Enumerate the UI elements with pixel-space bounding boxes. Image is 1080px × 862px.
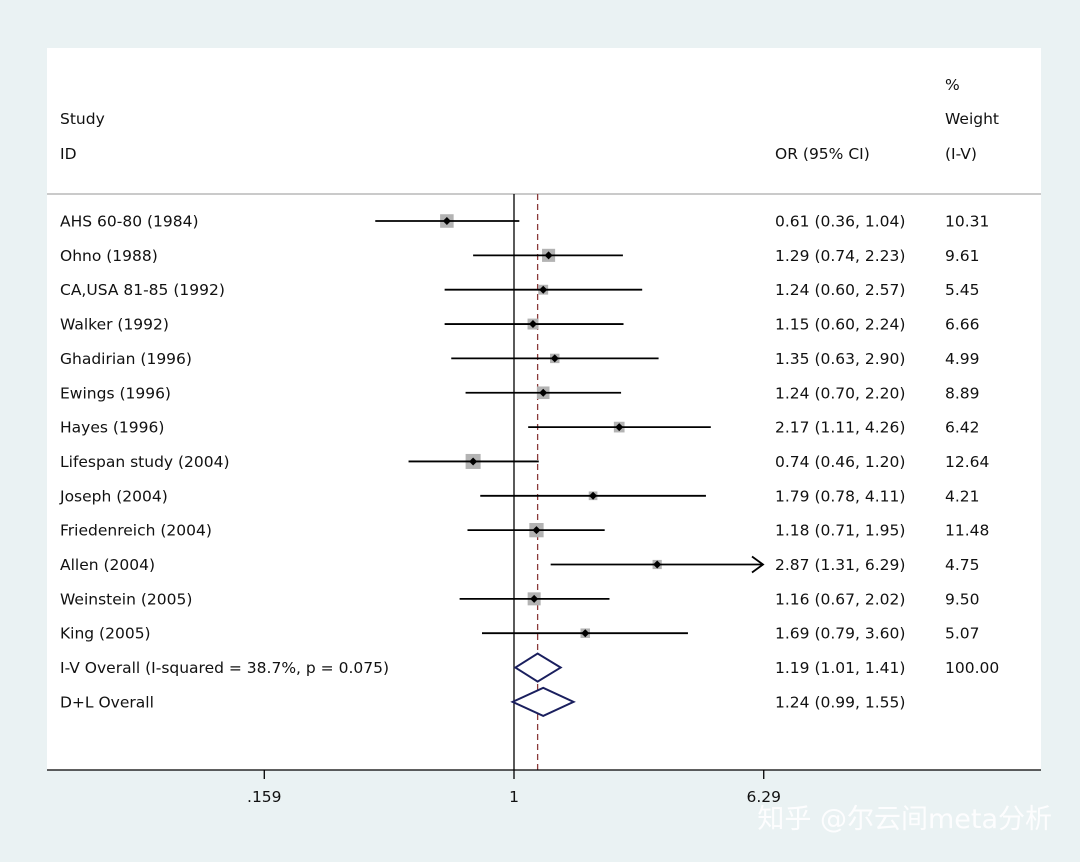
or-ci-value: 1.69 (0.79, 3.60) — [775, 625, 905, 643]
weight-value: 6.42 — [945, 419, 980, 437]
study-label: Joseph (2004) — [59, 487, 168, 505]
point-estimate — [550, 354, 559, 363]
or-ci-value: 1.15 (0.60, 2.24) — [775, 316, 905, 334]
weight-value: 4.21 — [945, 487, 980, 505]
study-label: CA,USA 81-85 (1992) — [60, 281, 225, 299]
study-row: Allen (2004) 2.87 (1.31, 6.29) 4.75 — [60, 555, 980, 574]
study-row: King (2005) 1.69 (0.79, 3.60) 5.07 — [60, 625, 980, 643]
point-estimate — [589, 491, 598, 500]
study-header: Study — [60, 110, 105, 128]
study-row: Friedenreich (2004) 1.18 (0.71, 1.95) 11.4… — [60, 522, 989, 540]
study-label: AHS 60-80 (1984) — [60, 213, 199, 231]
study-label: Ewings (1996) — [60, 384, 171, 402]
or-ci-value: 0.74 (0.46, 1.20) — [775, 453, 905, 471]
study-label: Ohno (1988) — [60, 247, 158, 265]
study-row: AHS 60-80 (1984) 0.61 (0.36, 1.04) 10.31 — [60, 213, 989, 231]
point-estimate — [544, 251, 553, 260]
overall-row: I-V Overall (I-squared = 38.7%, p = 0.07… — [60, 652, 999, 683]
point-estimate — [581, 629, 590, 638]
point-estimate — [528, 320, 537, 329]
overall-diamond — [510, 686, 576, 718]
overall-weight-value: 100.00 — [945, 659, 999, 677]
study-row: Walker (1992) 1.15 (0.60, 2.24) 6.66 — [60, 316, 980, 334]
overall-diamond — [513, 652, 563, 683]
or-ci-value: 2.17 (1.11, 4.26) — [775, 419, 905, 437]
study-row: Weinstein (2005) 1.16 (0.67, 2.02) 9.50 — [60, 590, 980, 608]
weight-value: 11.48 — [945, 522, 989, 540]
or-ci-value: 1.16 (0.67, 2.02) — [775, 590, 905, 608]
x-axis-ticks: .159 1 6.29 — [247, 770, 781, 806]
study-label: Lifespan study (2004) — [60, 453, 230, 471]
overall-row: D+L Overall 1.24 (0.99, 1.55) — [60, 686, 905, 718]
weight-value: 12.64 — [945, 453, 989, 471]
watermark-text: 知乎 @尔云间meta分析 — [757, 804, 1052, 835]
x-tick-label: .159 — [247, 788, 282, 806]
weight-value: 6.66 — [945, 316, 980, 334]
study-row: Ewings (1996) 1.24 (0.70, 2.20) 8.89 — [60, 384, 980, 402]
study-row: Ghadirian (1996) 1.35 (0.63, 2.90) 4.99 — [60, 350, 980, 368]
or-ci-header: OR (95% CI) — [775, 145, 870, 163]
point-estimate — [532, 526, 541, 535]
overall-label: D+L Overall — [60, 693, 154, 711]
study-row: Ohno (1988) 1.29 (0.74, 2.23) 9.61 — [60, 247, 980, 265]
x-tick-label: 1 — [509, 788, 519, 806]
or-ci-value: 1.24 (0.60, 2.57) — [775, 281, 905, 299]
weight-value: 4.75 — [945, 556, 980, 574]
or-ci-value: 1.29 (0.74, 2.23) — [775, 247, 905, 265]
point-estimate — [539, 388, 548, 397]
study-row: CA,USA 81-85 (1992) 1.24 (0.60, 2.57) 5.45 — [60, 281, 980, 299]
or-ci-value: 1.24 (0.70, 2.20) — [775, 384, 905, 402]
weight-value: 8.89 — [945, 384, 980, 402]
point-estimate — [530, 594, 539, 603]
id-header: ID — [60, 145, 77, 163]
overall-or-ci-value: 1.19 (1.01, 1.41) — [775, 659, 905, 677]
or-ci-value: 0.61 (0.36, 1.04) — [775, 213, 905, 231]
weight-value: 9.61 — [945, 247, 980, 265]
weight-header-weight: Weight — [945, 110, 999, 128]
study-label: Allen (2004) — [60, 556, 155, 574]
weight-value: 5.45 — [945, 281, 980, 299]
weight-value: 4.99 — [945, 350, 980, 368]
point-estimate — [469, 457, 478, 466]
study-row: Hayes (1996) 2.17 (1.11, 4.26) 6.42 — [60, 419, 980, 437]
study-label: Weinstein (2005) — [60, 590, 192, 608]
study-label: Friedenreich (2004) — [60, 522, 212, 540]
point-estimate — [539, 285, 548, 294]
point-estimate — [615, 423, 624, 432]
study-label: King (2005) — [60, 625, 151, 643]
overall-label: I-V Overall (I-squared = 38.7%, p = 0.07… — [60, 659, 389, 677]
weight-header-iv: (I-V) — [945, 145, 977, 163]
weight-value: 9.50 — [945, 590, 980, 608]
plot-panel — [47, 48, 1041, 770]
study-row: Joseph (2004) 1.79 (0.78, 4.11) 4.21 — [59, 487, 980, 505]
study-row: Lifespan study (2004) 0.74 (0.46, 1.20) 12… — [60, 453, 989, 471]
weight-value: 5.07 — [945, 625, 980, 643]
study-label: Walker (1992) — [60, 316, 169, 334]
x-tick-label: 6.29 — [746, 788, 781, 806]
point-estimate — [442, 217, 451, 225]
or-ci-value: 1.35 (0.63, 2.90) — [775, 350, 905, 368]
study-rows: AHS 60-80 (1984) 0.61 (0.36, 1.04) 10.31 Oh… — [59, 213, 999, 718]
or-ci-value: 1.79 (0.78, 4.11) — [775, 487, 905, 505]
or-ci-value: 2.87 (1.31, 6.29) — [775, 556, 905, 574]
weight-value: 10.31 — [945, 213, 989, 231]
study-label: Ghadirian (1996) — [60, 350, 192, 368]
point-estimate — [653, 560, 662, 569]
weight-header-percent: % — [945, 76, 960, 94]
overall-or-ci-value: 1.24 (0.99, 1.55) — [775, 693, 905, 711]
or-ci-value: 1.18 (0.71, 1.95) — [775, 522, 905, 540]
ci-arrow — [751, 555, 765, 574]
study-label: Hayes (1996) — [60, 419, 164, 437]
